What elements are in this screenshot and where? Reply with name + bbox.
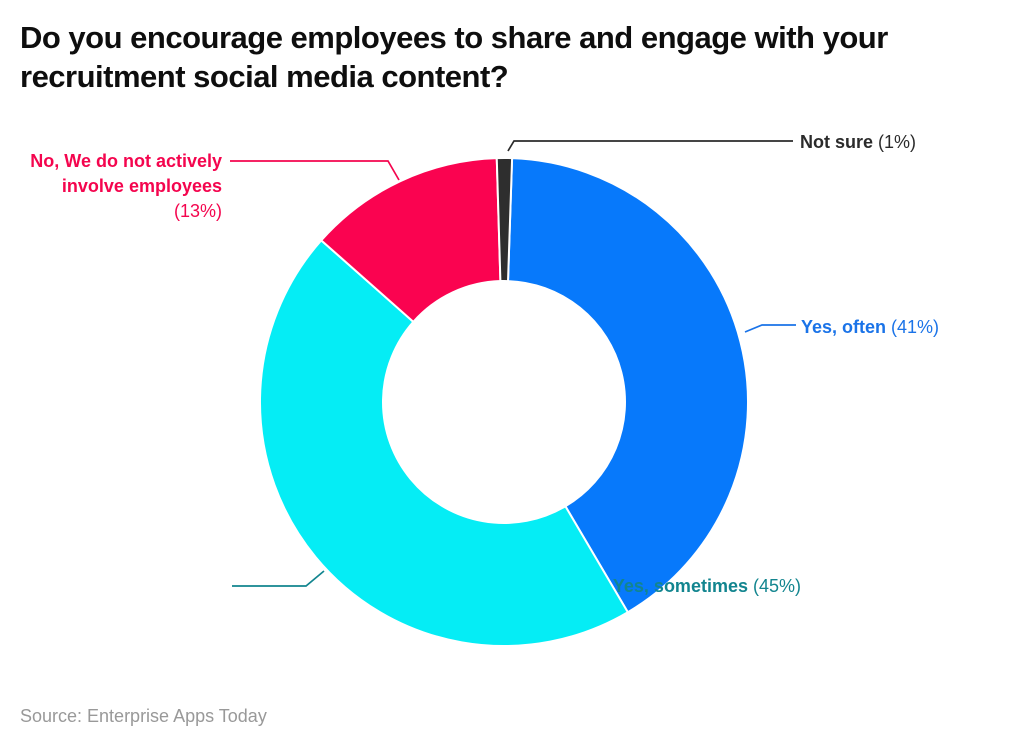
leader-line-yes-often [744,324,796,333]
chart-title: Do you encourage employees to share and … [20,18,888,96]
chart-title-line-2: recruitment social media content? [20,59,509,94]
slice-label-not-sure-pct: (1%) [878,132,917,152]
slice-label-yes-sometimes: Yes, sometimes (45%) [613,574,801,599]
leader-line-yes-sometimes [232,570,325,587]
slice-label-no-not-actively: No, We do not actively involve employees… [0,149,222,224]
slice-label-yes-sometimes-text: Yes, sometimes [612,576,748,596]
donut-slice-no-not-actively [320,157,502,323]
slice-label-yes-sometimes-pct: (45%) [752,576,801,596]
leader-line-no-not-actively [230,160,400,181]
donut-slices [258,156,749,648]
slice-label-yes-often: Yes, often (41%) [801,315,939,340]
slice-label-not-sure-text: Not sure [800,132,874,152]
slice-label-not-sure: Not sure (1%) [800,130,916,155]
slice-label-yes-often-pct: (41%) [891,317,940,337]
donut-slice-yes-sometimes [258,239,629,648]
slice-label-no-not-actively-text: No, We do not actively involve employees [30,151,222,196]
leader-lines [230,140,796,587]
leader-line-not-sure [507,140,793,152]
chart-title-line-1: Do you encourage employees to share and … [20,20,888,55]
donut-slice-yes-often [507,157,749,614]
slice-label-yes-often-text: Yes, often [801,317,887,337]
slice-label-no-not-actively-pct: (13%) [173,201,222,221]
source-caption: Source: Enterprise Apps Today [20,706,267,726]
donut-slice-not-sure [495,156,514,283]
